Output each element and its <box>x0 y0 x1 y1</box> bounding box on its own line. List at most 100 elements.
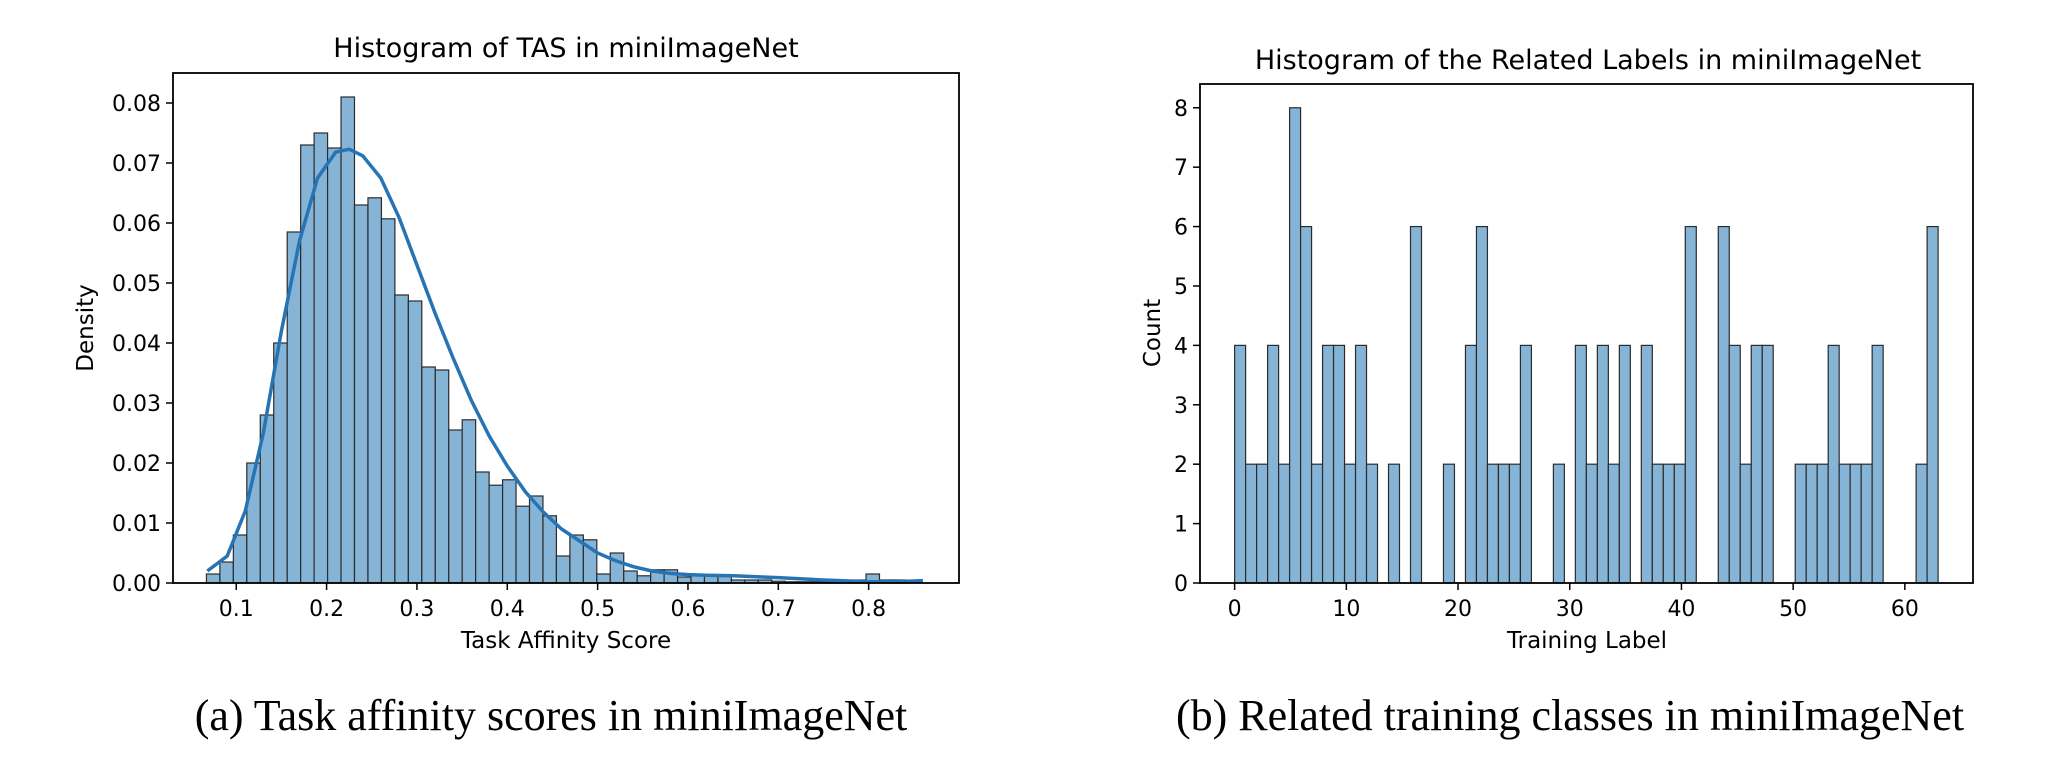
caption-b: (b) Related training classes in miniImag… <box>1176 691 1964 740</box>
chart-labels-x-ticks: 0 10 20 30 40 50 60 <box>1228 583 1919 622</box>
chart-labels-bar <box>1816 463 1829 584</box>
chart-labels-bar <box>1310 463 1324 584</box>
chart-labels: Histogram of the Related Labels in miniI… <box>1140 45 1974 654</box>
chart-labels-bar <box>1354 344 1368 584</box>
chart-labels-frame <box>1199 83 1974 584</box>
chart-tas-bar <box>690 575 706 584</box>
chart-labels-bar <box>1618 344 1631 584</box>
chart-tas-y-tick-label: 0.03 <box>112 392 161 417</box>
chart-labels-bar <box>1805 463 1818 584</box>
chart-labels-bar <box>1277 463 1291 584</box>
chart-labels-bar <box>1387 463 1401 584</box>
chart-labels-bars <box>1234 107 1939 584</box>
chart-labels-bar <box>1827 344 1840 584</box>
chart-tas-bar <box>515 505 531 584</box>
chart-tas-bars <box>205 96 908 584</box>
chart-labels-bar <box>1299 225 1313 584</box>
chart-labels-bar <box>1596 344 1609 584</box>
chart-labels-x-tick-label: 10 <box>1332 597 1360 622</box>
chart-labels-bar <box>1739 463 1752 584</box>
chart-tas-bar <box>340 96 356 584</box>
chart-labels-title: Histogram of the Related Labels in miniI… <box>1255 45 1921 76</box>
chart-labels-bar <box>1475 225 1489 584</box>
chart-labels-bar <box>1585 463 1598 584</box>
chart-labels-bar <box>1684 225 1697 584</box>
chart-tas-kde-line <box>206 147 923 584</box>
chart-tas-bar <box>219 561 234 584</box>
chart-tas-x-ticks: 0.1 0.2 0.3 0.4 0.5 0.6 0.7 0.8 <box>219 583 886 622</box>
chart-tas-y-tick-label: 0.07 <box>112 152 161 177</box>
chart-labels-bar <box>1662 463 1675 584</box>
chart-tas-bar <box>407 300 423 584</box>
chart-labels-bar <box>1651 463 1664 584</box>
chart-labels-x-tick-label: 30 <box>1556 597 1584 622</box>
chart-labels-bar <box>1508 463 1522 584</box>
chart-labels-bar <box>1728 344 1741 584</box>
chart-tas-x-tick-label: 0.4 <box>490 597 525 622</box>
chart-tas-bar <box>353 204 369 584</box>
chart-tas-bar <box>205 573 221 584</box>
caption-a: (a) Task affinity scores in miniImageNet <box>195 691 908 740</box>
chart-tas-bar <box>596 573 611 584</box>
chart-labels-bar <box>1849 463 1862 584</box>
chart-labels-bar <box>1871 344 1884 584</box>
chart-labels-bar <box>1245 463 1258 584</box>
chart-labels-bar <box>1365 463 1379 584</box>
chart-labels-bar <box>1761 344 1774 584</box>
chart-labels-bar <box>1497 463 1511 584</box>
chart-tas-bar <box>326 147 342 584</box>
chart-tas-x-tick-label: 0.1 <box>219 597 254 622</box>
chart-labels-y-tick-label: 2 <box>1174 453 1188 478</box>
chart-labels-bar <box>1574 344 1587 584</box>
chart-tas-x-tick-label: 0.2 <box>309 597 344 622</box>
chart-tas-bar <box>461 419 477 584</box>
chart-labels-bar <box>1673 463 1686 584</box>
chart-labels-bar <box>1750 344 1763 584</box>
chart-labels-x-label: Training Label <box>1506 628 1667 654</box>
chart-tas-y-ticks: 0.00 0.01 0.02 0.03 0.04 0.05 0.06 0.07 0.08 <box>112 92 173 597</box>
chart-tas-y-label: Density <box>73 284 99 371</box>
chart-labels-y-ticks: 0 1 2 3 4 5 6 7 8 <box>1174 97 1200 597</box>
chart-labels-x-tick-label: 40 <box>1667 597 1695 622</box>
chart-labels-bar <box>1256 463 1269 584</box>
chart-tas-bar <box>501 479 517 584</box>
chart-labels-y-tick-label: 5 <box>1174 275 1188 300</box>
chart-labels-bar <box>1442 463 1456 584</box>
chart-tas-x-tick-label: 0.7 <box>761 597 796 622</box>
chart-labels-bar <box>1607 463 1620 584</box>
chart-tas-x-tick-label: 0.3 <box>399 597 434 622</box>
chart-tas-y-tick-label: 0.04 <box>112 332 161 357</box>
chart-tas-bar <box>380 218 396 584</box>
chart-tas-bar <box>434 369 450 584</box>
chart-tas-bar <box>313 132 329 584</box>
chart-tas: Histogram of TAS in miniImageNet 0.1 0.2 0… <box>73 33 960 654</box>
chart-labels-x-tick-label: 60 <box>1891 597 1919 622</box>
chart-tas-y-tick-label: 0.08 <box>112 92 161 117</box>
chart-labels-x-tick-label: 50 <box>1779 597 1807 622</box>
chart-tas-frame <box>172 72 960 584</box>
chart-labels-y-tick-label: 6 <box>1174 216 1188 241</box>
chart-tas-y-tick-label: 0.01 <box>112 512 161 537</box>
chart-labels-bar <box>1321 344 1335 584</box>
chart-labels-x-tick-label: 0 <box>1228 597 1242 622</box>
chart-tas-bar <box>488 484 504 584</box>
chart-labels-bar <box>1409 225 1423 584</box>
chart-labels-bar <box>1838 463 1851 584</box>
chart-tas-y-tick-label: 0.05 <box>112 272 161 297</box>
chart-labels-bar <box>1717 225 1730 584</box>
chart-tas-bar <box>394 294 409 584</box>
chart-tas-x-tick-label: 0.5 <box>580 597 615 622</box>
chart-tas-bar <box>475 471 490 584</box>
chart-labels-bar <box>1640 344 1653 584</box>
chart-tas-title: Histogram of TAS in miniImageNet <box>333 33 798 64</box>
chart-tas-x-tick-label: 0.6 <box>670 597 705 622</box>
chart-labels-bar <box>1519 344 1533 584</box>
chart-labels-y-tick-label: 0 <box>1174 572 1188 597</box>
chart-labels-y-label: Count <box>1140 299 1166 367</box>
chart-labels-x-tick-label: 20 <box>1444 597 1472 622</box>
chart-tas-bar <box>623 570 638 584</box>
chart-labels-y-tick-label: 1 <box>1174 513 1188 538</box>
chart-tas-bar <box>367 197 383 584</box>
chart-labels-bar <box>1926 225 1939 584</box>
